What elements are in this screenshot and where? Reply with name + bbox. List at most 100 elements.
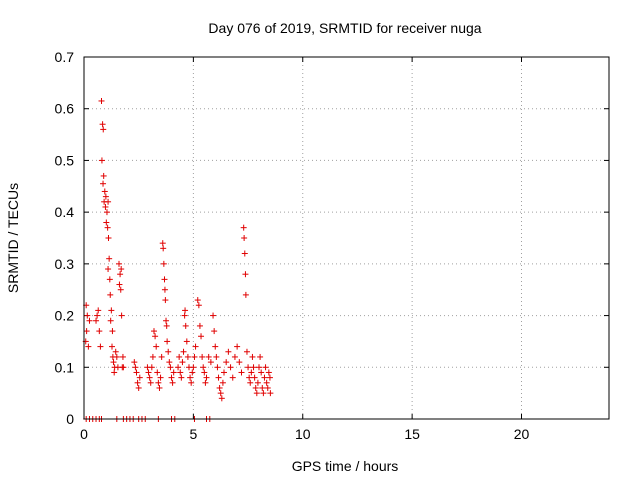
data-point [105,235,112,241]
data-point [118,266,125,273]
data-point [267,390,274,397]
data-point [96,328,103,335]
data-point [158,353,165,360]
data-point [83,328,90,335]
data-point [86,317,93,324]
data-point [183,338,190,345]
data-point [229,374,236,381]
data-point [176,353,183,360]
y-tick-label: 0.6 [55,101,75,117]
data-point [265,369,272,376]
x-tick-label: 0 [80,426,88,442]
data-point [109,343,115,350]
data-point [147,379,154,386]
data-point [151,328,157,335]
data-point [241,235,248,241]
data-point [162,297,169,304]
data-point [134,379,141,386]
data-point [207,359,214,366]
data-point [102,193,109,200]
data-point [166,359,173,366]
data-point [248,369,255,376]
data-point [243,348,250,355]
data-point [163,322,170,329]
data-point [118,312,125,319]
y-tick-label: 0.5 [55,152,75,168]
data-point [164,338,171,345]
data-point [196,322,203,329]
data-point [212,343,219,350]
data-point [146,374,153,381]
data-point [179,359,186,366]
data-point [245,364,252,371]
data-point [102,203,109,210]
data-point [98,157,105,164]
data-point [168,374,175,381]
data-point [113,353,120,360]
data-point [117,271,124,278]
grid-lines [84,57,609,419]
data-point [161,276,168,283]
data-point [252,384,259,391]
x-tick-label: 20 [514,426,530,442]
data-point [250,364,257,371]
data-point [192,343,199,350]
data-point [95,307,102,314]
data-point [238,369,245,376]
x-tick-label: 5 [189,426,197,442]
data-point [100,180,107,187]
data-point [110,359,117,366]
x-axis-label: GPS time / hours [292,458,399,474]
data-point [178,374,185,381]
data-point [236,359,243,366]
data-point [94,312,101,319]
data-point [200,364,207,371]
chart-title: Day 076 of 2019, SRMTID for receiver nug… [208,20,481,36]
data-point [180,348,187,355]
data-point [84,312,91,319]
data-point [97,343,104,350]
data-point [116,281,123,288]
data-point [242,291,249,298]
y-tick-label: 0 [66,411,74,427]
y-tick-label: 0.7 [55,49,75,65]
data-point [101,188,108,195]
data-point [112,348,119,355]
data-point [216,384,223,391]
data-point [116,260,122,267]
data-point [148,364,155,371]
data-point [159,240,166,247]
data-point [203,374,210,381]
data-point [157,374,164,381]
data-point [100,172,107,179]
data-point [107,317,114,324]
data-point [210,312,217,319]
data-point [119,353,126,360]
data-point [163,317,170,324]
data-point [221,369,227,376]
data-point [120,364,127,371]
data-point [256,364,262,371]
data-point [194,297,201,304]
x-tick-label: 10 [295,426,311,442]
data-point [198,333,205,340]
data-point [251,374,258,381]
data-point [217,390,224,397]
data-point [189,369,196,376]
data-point [135,384,142,391]
data-point [261,374,268,381]
data-point [99,121,106,128]
data-point [253,390,260,397]
data-point [145,369,152,376]
data-point [155,379,162,386]
data-point [109,328,116,335]
data-point [160,245,167,252]
data-point [240,224,247,231]
data-point [219,379,226,386]
data-point [169,379,176,386]
data-point [205,353,212,360]
data-point [117,286,124,293]
data-point [182,322,189,329]
data-point [106,276,113,283]
data-point [177,369,184,376]
